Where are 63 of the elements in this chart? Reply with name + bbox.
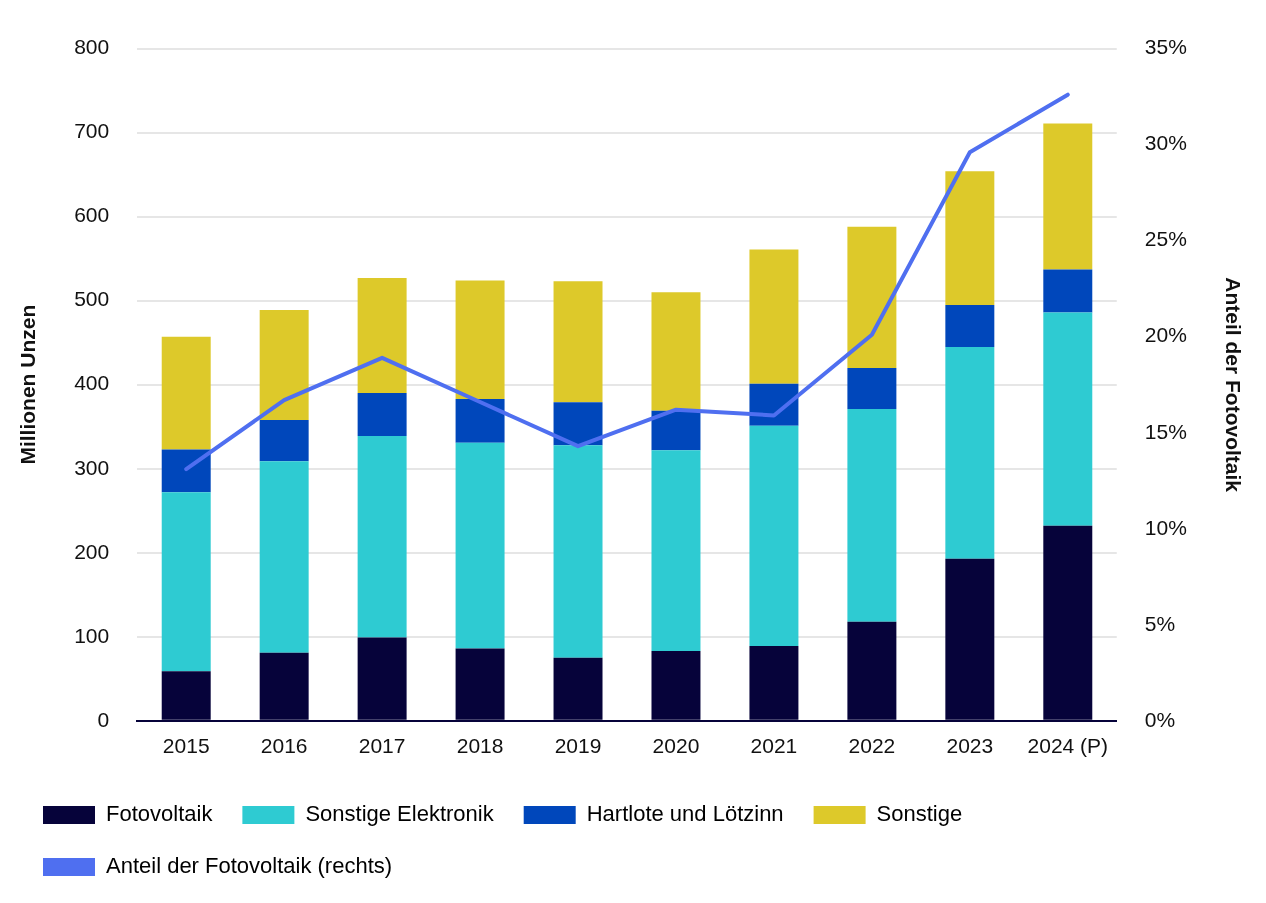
y2-axis-title: Anteil der Fotovoltaik: [1221, 277, 1245, 493]
bar: [357, 277, 407, 394]
bar: [553, 402, 603, 446]
x-tick-label: 2020: [652, 734, 700, 758]
bar: [553, 445, 603, 658]
x-tick-label: 2022: [848, 734, 896, 758]
y-tick-label: 100: [74, 623, 110, 647]
bar: [161, 492, 211, 672]
x-tick-label: 2021: [750, 734, 798, 758]
y-tick-label: 300: [74, 455, 110, 479]
bar: [357, 393, 407, 436]
bar: [455, 280, 505, 399]
bar: [259, 461, 309, 653]
x-tick-label: 2015: [162, 734, 210, 758]
x-tick-label: 2024 (P): [1027, 734, 1109, 758]
bar: [847, 367, 897, 410]
x-tick-label: 2019: [554, 734, 602, 758]
y2-tick-label: 10%: [1144, 515, 1187, 539]
bar: [847, 409, 897, 622]
y-tick-label: 500: [74, 287, 110, 311]
bar: [847, 226, 897, 368]
legend-label: Fotovoltaik: [106, 801, 214, 827]
y-axis-title: Millionen Unzen: [16, 304, 40, 465]
bar: [259, 419, 309, 462]
y2-tick-label: 15%: [1144, 419, 1187, 443]
y2-tick-label: 5%: [1144, 611, 1176, 635]
bar: [945, 346, 995, 559]
y2-tick-label: 25%: [1144, 227, 1187, 251]
y2-tick-label: 20%: [1144, 323, 1187, 347]
bar: [651, 292, 701, 411]
bar: [455, 442, 505, 649]
bar: [1043, 312, 1093, 526]
bar: [945, 171, 995, 305]
legend-label: Sonstige: [876, 801, 963, 827]
bar: [1043, 123, 1093, 270]
bar: [749, 249, 799, 384]
bar: [945, 304, 995, 347]
bar: [259, 309, 309, 420]
bar: [1043, 269, 1093, 313]
legend-label: Sonstige Elektronik: [305, 801, 495, 827]
x-tick-label: 2018: [456, 734, 504, 758]
bar: [455, 398, 505, 443]
bar: [651, 450, 701, 652]
bar: [651, 410, 701, 451]
bar: [553, 281, 603, 403]
y-tick-label: 600: [74, 203, 110, 227]
y-tick-label: 0: [97, 707, 110, 731]
y2-tick-label: 0%: [1144, 707, 1176, 731]
legend-label: Anteil der Fotovoltaik (rechts): [106, 853, 393, 879]
y-tick-label: 200: [74, 539, 110, 563]
y2-tick-label: 35%: [1144, 35, 1187, 59]
y-tick-label: 800: [74, 35, 110, 59]
bar: [749, 425, 799, 647]
bar: [161, 336, 211, 450]
x-tick-label: 2023: [946, 734, 994, 758]
y2-tick-label: 30%: [1144, 131, 1187, 155]
x-tick-label: 2017: [358, 734, 406, 758]
x-tick-label: 2016: [260, 734, 308, 758]
y-tick-label: 700: [74, 119, 110, 143]
bar: [357, 435, 407, 638]
y-tick-label: 400: [74, 371, 110, 395]
legend-label: Hartlote und Lötzinn: [586, 801, 784, 827]
bar: [161, 449, 211, 493]
